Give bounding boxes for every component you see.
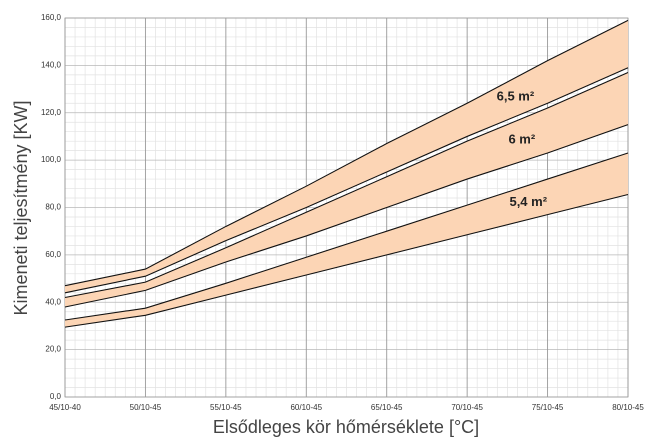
y-tick-label: 80,0	[45, 203, 61, 212]
band-edge	[64, 67, 629, 294]
plot-frame	[64, 17, 629, 398]
y-tick-label: 120,0	[41, 108, 62, 117]
band-label: 6,5 m²	[497, 89, 535, 104]
y-tick-label: 100,0	[41, 155, 62, 164]
band-edge	[64, 124, 629, 308]
x-tick-label: 65/10-45	[371, 403, 403, 412]
y-tick-label: 20,0	[45, 345, 61, 354]
x-tick-label: 80/10-45	[612, 403, 644, 412]
x-tick-label: 70/10-45	[451, 403, 483, 412]
x-tick-label: 45/10-40	[49, 403, 81, 412]
band-edge	[64, 71, 629, 299]
x-tick-label: 50/10-45	[130, 403, 162, 412]
band-edge	[64, 193, 629, 328]
y-tick-label: 0,0	[50, 392, 62, 401]
x-tick-label: 60/10-45	[290, 403, 322, 412]
y-tick-label: 60,0	[45, 250, 61, 259]
y-tick-label: 40,0	[45, 297, 61, 306]
x-tick-label: 75/10-45	[532, 403, 564, 412]
x-axis-title: Elsődleges kör hőmérséklete [°C]	[213, 417, 479, 437]
band-label: 5,4 m²	[509, 194, 547, 209]
x-tick-label: 55/10-45	[210, 403, 242, 412]
y-tick-label: 160,0	[41, 13, 62, 22]
band-label: 6 m²	[508, 131, 535, 146]
y-tick-label: 140,0	[41, 60, 62, 69]
band-edge	[64, 19, 629, 287]
band-edge	[64, 152, 629, 321]
y-axis-title: Kimeneti teljesítmény [KW]	[11, 100, 31, 315]
